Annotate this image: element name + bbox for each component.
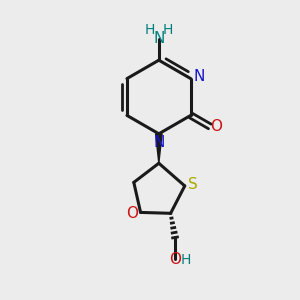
Text: H: H <box>181 253 191 267</box>
Text: O: O <box>126 206 138 221</box>
Text: H: H <box>163 22 173 37</box>
Text: S: S <box>188 177 198 192</box>
Text: H: H <box>144 22 154 37</box>
Polygon shape <box>156 134 162 163</box>
Text: O: O <box>210 119 222 134</box>
Text: N: N <box>194 69 205 84</box>
Text: O: O <box>169 252 181 267</box>
Text: N: N <box>153 135 164 150</box>
Text: N: N <box>153 32 164 46</box>
